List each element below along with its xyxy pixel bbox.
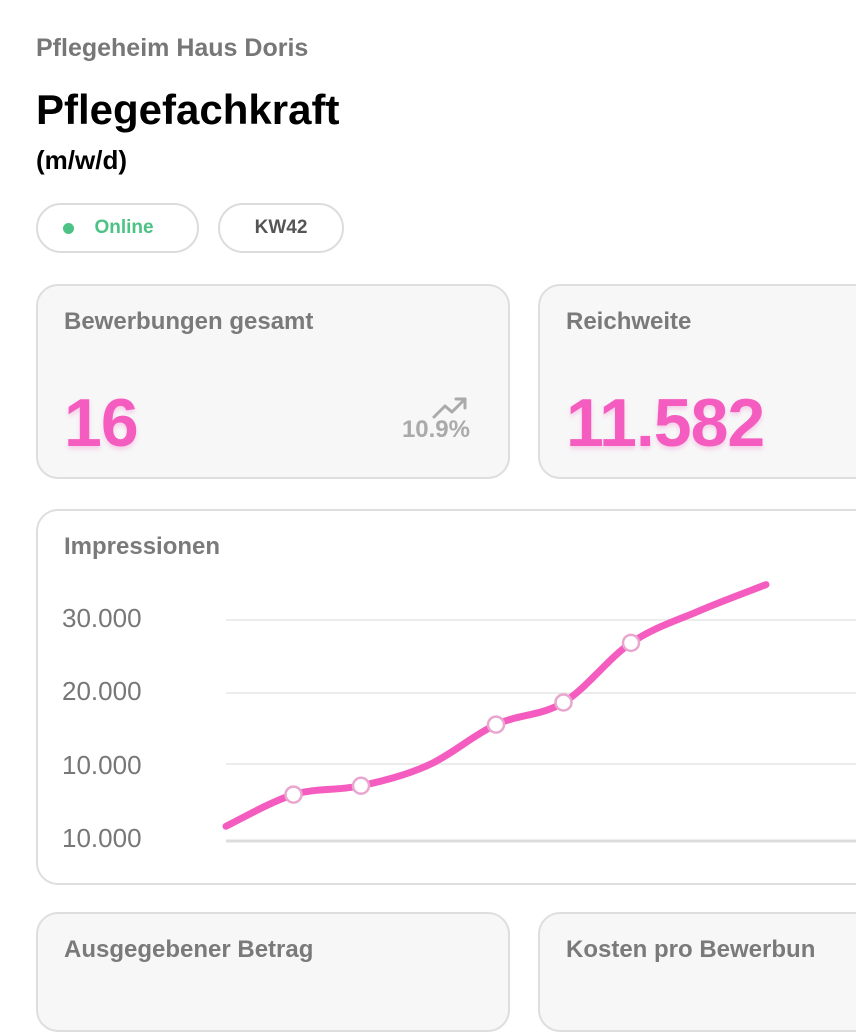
data-point[interactable] [621, 633, 641, 653]
organization-name: Pflegeheim Haus Doris [36, 34, 309, 62]
page-subtitle: (m/w/d) [36, 145, 127, 175]
y-tick-label: 10.000 [62, 750, 142, 780]
impressions-chart-card: Impressionen 30.000 20.000 10.000 10.000 [36, 509, 856, 885]
applications-card[interactable]: Bewerbungen gesamt 16 10.9% [36, 284, 510, 479]
data-point[interactable] [351, 776, 371, 795]
trending-up-icon [432, 397, 467, 419]
y-tick-label: 30.000 [62, 603, 142, 633]
reach-card[interactable]: Reichweite 11.582 [538, 284, 856, 479]
data-point[interactable] [554, 693, 573, 712]
impressions-line-chart [222, 581, 856, 843]
applications-value: 16 [64, 385, 139, 461]
spent-card[interactable]: Ausgegebener Betrag [36, 912, 510, 1032]
y-tick-label: 20.000 [62, 676, 142, 706]
cost-per-application-label: Kosten pro Bewerbun [566, 936, 816, 963]
week-badge[interactable]: KW42 [218, 203, 344, 253]
data-point[interactable] [284, 785, 303, 804]
status-label: Online [94, 217, 154, 238]
reach-value: 11.582 [566, 385, 765, 461]
cost-per-application-card[interactable]: Kosten pro Bewerbun [538, 912, 856, 1032]
status-dot-icon [63, 222, 75, 234]
status-badge[interactable]: Online [36, 203, 199, 253]
page-title: Pflegefachkraft [36, 86, 340, 133]
reach-label: Reichweite [566, 308, 692, 335]
y-tick-label: 10.000 [62, 823, 142, 853]
week-label: KW42 [254, 217, 308, 238]
data-point[interactable] [486, 715, 506, 734]
spent-label: Ausgegebener Betrag [64, 936, 314, 963]
applications-label: Bewerbungen gesamt [64, 308, 314, 335]
applications-trend-value: 10.9% [401, 416, 470, 443]
applications-trend: 10.9% [380, 396, 470, 444]
chart-title: Impressionen [64, 533, 221, 560]
